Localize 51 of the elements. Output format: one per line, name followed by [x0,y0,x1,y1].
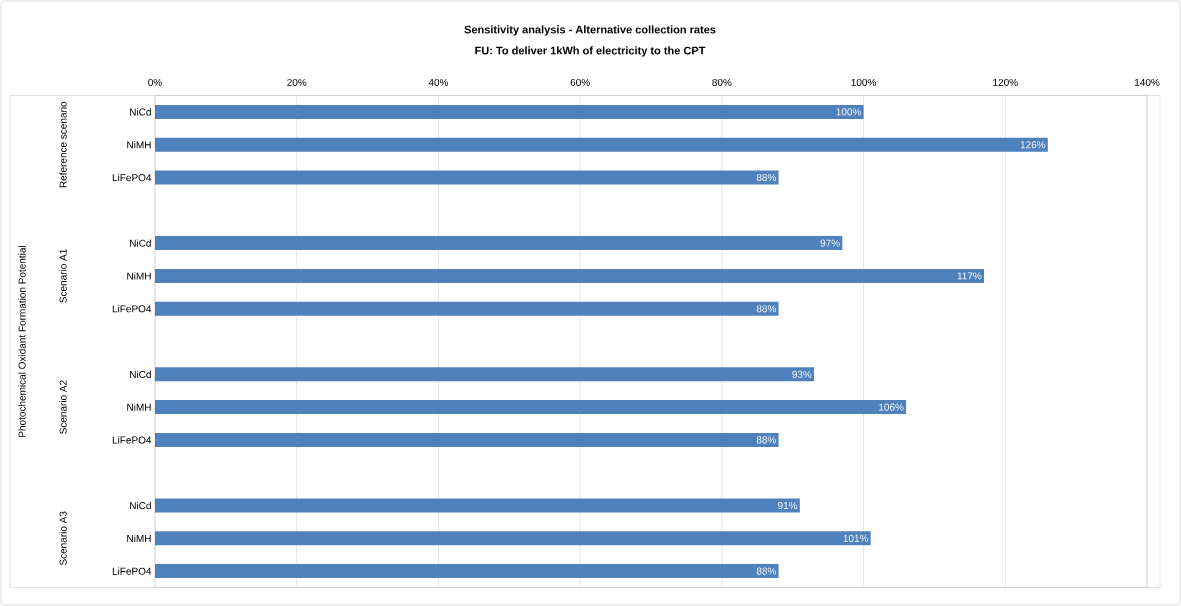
data-label: 88% [756,173,776,182]
text: Scenario A2 [59,380,67,434]
bar [155,367,814,382]
x-tick-label: 60% [570,78,590,86]
text: Scenario A3 [59,511,67,566]
y-tick-label: NiCd [130,239,151,247]
data-label: 101% [843,534,869,542]
y-tick-label: NiMH [127,141,151,149]
chart-subtitle: FU: To deliver 1kWh of electricity to the CPT [475,46,706,57]
chart-title: Sensitivity analysis - Alternative collection rates [464,25,716,36]
y-tick-label: NiCd [130,501,151,510]
bar [155,301,779,316]
y-tick-label: LiFePO4 [112,305,152,313]
x-tick-label: 20% [287,78,307,86]
text: Scenario A1 [59,249,67,303]
data-label: 93% [792,370,812,378]
data-label: 91% [778,501,798,510]
data-label: 106% [879,403,904,411]
y-tick-label: LiFePO4 [112,436,152,444]
data-label: 126% [1020,141,1046,149]
y-tick-label: NiCd [130,370,151,378]
data-label: 97% [820,239,840,247]
data-label: 117% [957,272,982,280]
text: Reference scenario [59,101,67,188]
data-label: 88% [756,436,776,444]
bar [155,531,871,546]
text: Photochemical Oxidant Formation Potential [18,246,26,437]
y-tick-label: LiFePO4 [112,567,152,575]
bar [155,498,800,513]
bar [155,432,779,447]
x-tick-label: 40% [428,78,449,86]
bar [155,170,779,185]
bar [155,104,864,119]
data-label: 88% [756,305,776,313]
bar [155,400,907,415]
y-tick-label: NiMH [127,403,151,411]
bar [155,268,985,283]
x-tick-label: 140% [1134,78,1160,86]
y-tick-label: NiMH [127,534,151,542]
y-tick-label: NiCd [130,108,151,116]
y-tick-label: LiFePO4 [112,173,152,182]
x-tick-label: 80% [712,78,732,86]
bar [155,236,843,251]
x-tick-label: 0% [148,78,162,86]
data-label: 100% [836,108,862,116]
bar [155,137,1048,152]
data-label: 88% [756,567,776,575]
x-tick-label: 120% [993,78,1018,86]
x-tick-label: 100% [851,78,876,86]
y-tick-label: NiMH [127,272,151,280]
bar [155,564,779,579]
